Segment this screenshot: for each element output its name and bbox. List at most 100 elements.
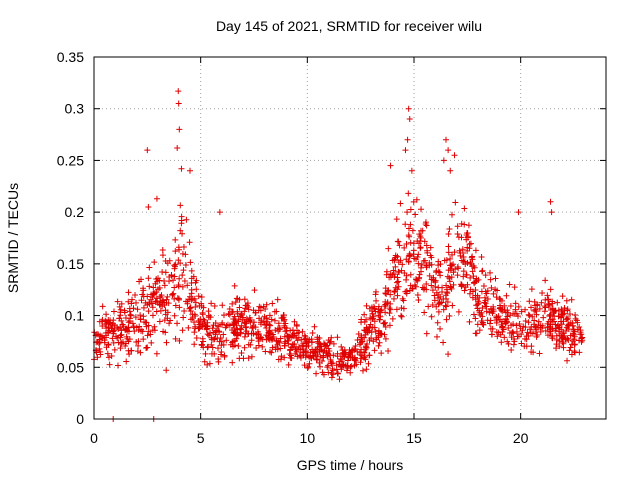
- data-point: [535, 318, 542, 325]
- data-point: [268, 349, 275, 356]
- data-point: [476, 327, 483, 334]
- data-point: [459, 246, 466, 253]
- data-point: [373, 297, 380, 304]
- data-point: [476, 294, 483, 301]
- data-point: [125, 298, 132, 305]
- data-point: [172, 335, 179, 342]
- data-point: [507, 303, 514, 310]
- data-point: [171, 265, 178, 272]
- data-point: [518, 340, 525, 347]
- data-point: [99, 333, 106, 340]
- data-point: [445, 243, 452, 250]
- data-point: [151, 323, 158, 330]
- data-point: [412, 211, 419, 218]
- data-point: [195, 293, 202, 300]
- data-point: [109, 328, 116, 335]
- data-point: [102, 317, 109, 324]
- data-point: [202, 350, 209, 357]
- data-point: [478, 268, 485, 275]
- data-point: [140, 285, 147, 292]
- data-point: [136, 323, 143, 330]
- data-point: [446, 278, 453, 285]
- data-point: [137, 312, 144, 319]
- data-point: [490, 308, 497, 315]
- data-point: [412, 283, 419, 290]
- data-point: [295, 343, 302, 350]
- data-point: [438, 299, 445, 306]
- data-point: [277, 345, 284, 352]
- data-point: [252, 324, 259, 331]
- data-point: [188, 290, 195, 297]
- data-point: [118, 331, 125, 338]
- data-point: [223, 322, 230, 329]
- data-point: [218, 348, 225, 355]
- data-point: [396, 269, 403, 276]
- data-point: [138, 297, 145, 304]
- data-point: [454, 223, 461, 230]
- data-point: [446, 275, 453, 282]
- data-point: [531, 307, 538, 314]
- data-point: [532, 326, 539, 333]
- data-point: [417, 264, 424, 271]
- data-point: [290, 341, 297, 348]
- data-point: [171, 273, 178, 280]
- data-point: [405, 225, 412, 232]
- data-point: [358, 355, 365, 362]
- data-point: [232, 299, 239, 306]
- data-point: [330, 340, 337, 347]
- data-point: [182, 262, 189, 269]
- data-point: [407, 239, 414, 246]
- data-point: [342, 349, 349, 356]
- data-point: [449, 251, 456, 258]
- data-point: [344, 362, 351, 369]
- data-point: [454, 230, 461, 237]
- data-point: [225, 310, 232, 317]
- data-point: [232, 329, 239, 336]
- data-point: [504, 307, 511, 314]
- data-point: [117, 312, 124, 319]
- data-point: [108, 352, 115, 359]
- data-point: [489, 325, 496, 332]
- data-point: [458, 282, 465, 289]
- data-point: [115, 325, 122, 332]
- data-point: [230, 338, 237, 345]
- data-point: [484, 287, 491, 294]
- data-point: [413, 196, 420, 203]
- data-point: [316, 334, 323, 341]
- data-point: [451, 249, 458, 256]
- data-point: [176, 275, 183, 282]
- data-point: [522, 317, 529, 324]
- data-point: [446, 226, 453, 233]
- data-point: [403, 276, 410, 283]
- data-point: [164, 315, 171, 322]
- data-point: [440, 295, 447, 302]
- data-point: [121, 307, 128, 314]
- data-point: [522, 306, 529, 313]
- data-point: [568, 351, 575, 358]
- data-point: [399, 261, 406, 268]
- data-point: [410, 198, 417, 205]
- data-point: [511, 284, 518, 291]
- data-point: [170, 277, 177, 284]
- data-point: [226, 306, 233, 313]
- data-point: [422, 221, 429, 228]
- data-point: [464, 230, 471, 237]
- data-point: [233, 335, 240, 342]
- data-point: [464, 247, 471, 254]
- data-point: [204, 331, 211, 338]
- data-point: [397, 257, 404, 264]
- data-point: [223, 337, 230, 344]
- data-point: [406, 253, 413, 260]
- data-point: [132, 314, 139, 321]
- data-point: [366, 305, 373, 312]
- data-point: [527, 326, 534, 333]
- data-point: [166, 273, 173, 280]
- data-point: [421, 309, 428, 316]
- data-point: [480, 282, 487, 289]
- data-point: [552, 307, 559, 314]
- data-point: [381, 331, 388, 338]
- data-point: [251, 287, 258, 294]
- data-point: [566, 311, 573, 318]
- data-point: [398, 312, 405, 319]
- data-point: [119, 321, 126, 328]
